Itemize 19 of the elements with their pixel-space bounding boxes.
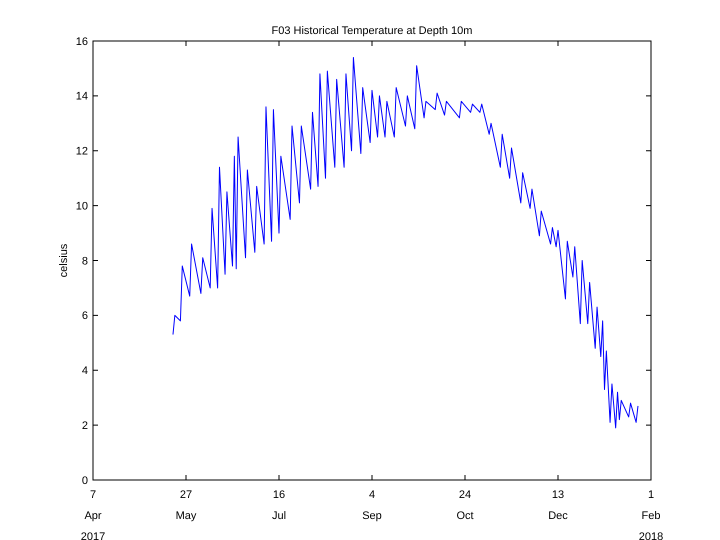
chart-title: F03 Historical Temperature at Depth 10m	[272, 25, 472, 37]
y-axis-title: celsius	[58, 243, 70, 278]
y-tick-label: 10	[76, 200, 88, 212]
x-tick-label: 16 Jul	[272, 489, 286, 522]
x-tick-label: 1 Feb 2018	[638, 489, 664, 540]
x-tick-label: 7 Apr 2017	[80, 489, 106, 540]
y-tick-label: 12	[76, 146, 88, 158]
line-series	[172, 56, 638, 428]
y-tick-label: 0	[82, 474, 88, 487]
y-tick-label: 14	[76, 90, 88, 103]
y-tick-label: 8	[82, 255, 88, 268]
y-tick-label: 6	[82, 310, 88, 322]
x-tick-label: 24 Oct	[456, 489, 474, 522]
y-tick-label: 2	[82, 420, 88, 432]
x-tick-label: 13 Dec	[548, 489, 568, 522]
x-tick-label: 4 Sep	[362, 489, 382, 522]
x-tick-label: 27 May	[176, 489, 197, 522]
y-tick-label: 4	[82, 365, 88, 378]
y-tick-label: 16	[76, 36, 88, 48]
